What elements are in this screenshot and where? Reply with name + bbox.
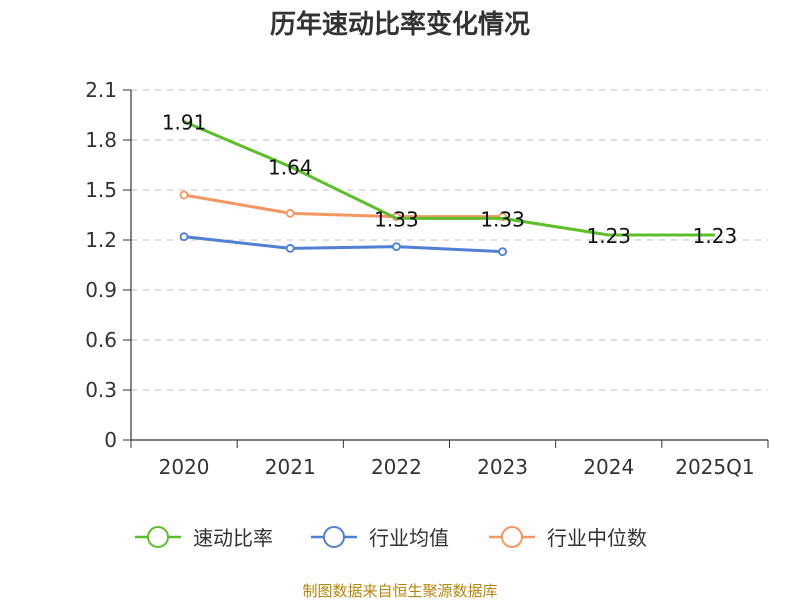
x-tick-label: 2025Q1 [675,455,754,479]
source-note: 制图数据来自恒生聚源数据库 [302,582,497,600]
axes: 0 0.3 0.6 0.9 1.2 1.5 1.8 2.1 2020 2021 2022 2023 20… [85,78,769,479]
y-tick-label: 0.3 [85,378,117,402]
x-tick-label: 2020 [159,455,210,479]
y-tick-label: 0.6 [85,328,117,352]
data-label: 1.23 [693,224,738,248]
y-tick-label: 2.1 [85,78,117,102]
x-tick-label: 2022 [371,455,422,479]
data-label: 1.64 [268,156,313,180]
data-point [179,232,189,242]
series-industry-median [179,190,507,222]
series-line [183,235,503,254]
data-labels: 1.91 1.64 1.33 1.33 1.23 1.23 [162,111,737,248]
y-tick-label: 1.8 [85,128,117,152]
x-tick-label: 2021 [265,455,316,479]
legend-item[interactable]: 行业均值 [311,526,449,550]
series-line [183,120,715,237]
data-point [285,208,295,218]
y-tick-label: 1.5 [85,178,117,202]
legend-marker [147,526,169,548]
legend-label: 行业中位数 [547,526,647,550]
y-tick-label: 0 [104,428,117,452]
series-quick-ratio [183,120,715,237]
data-point [392,242,401,252]
chart-title: 历年速动比率变化情况 [270,9,530,40]
y-tick-label: 1.2 [85,228,117,252]
legend-item[interactable]: 速动比率 [135,526,273,550]
grid-lines [131,89,768,391]
legend-marker [323,526,345,548]
data-point [285,243,295,253]
y-tick-label: 0.9 [85,278,117,302]
legend-label: 速动比率 [193,526,273,550]
x-tick-label: 2024 [583,455,634,479]
legend-marker [501,526,523,548]
series-industry-mean [179,232,507,257]
legend: 速动比率 行业均值 行业中位数 [135,526,647,550]
data-label: 1.23 [586,224,631,248]
series-line [183,193,503,219]
legend-label: 行业均值 [369,526,449,550]
data-point [179,190,189,200]
x-tick-label: 2023 [477,455,528,479]
data-label: 1.91 [162,111,207,135]
legend-item[interactable]: 行业中位数 [489,526,647,550]
data-point [498,247,507,257]
series-lines [179,120,715,257]
data-label: 1.33 [374,207,419,231]
data-label: 1.33 [480,207,525,231]
